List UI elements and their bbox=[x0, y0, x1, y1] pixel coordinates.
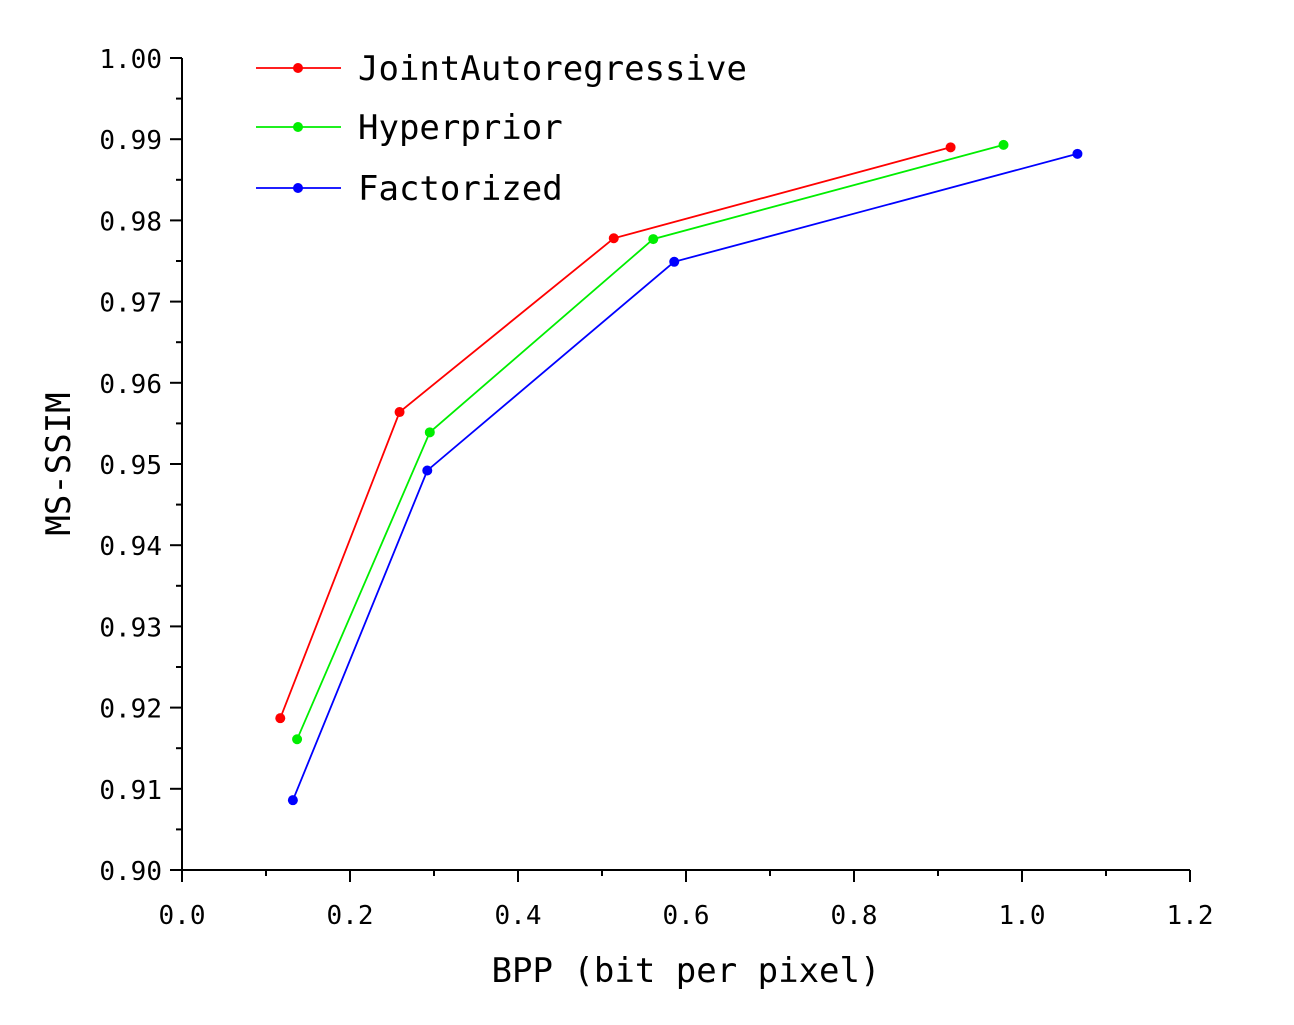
plot-area bbox=[275, 139, 1083, 806]
axes: 0.90 0.91 0.92 0.93 0.94 0.95 0.96 0.97 0.98 0.99… bbox=[99, 45, 1213, 931]
legend-label: Hyperprior bbox=[358, 108, 563, 148]
y-tick-label: 1.00 bbox=[99, 45, 162, 75]
data-point bbox=[292, 734, 303, 745]
legend-marker bbox=[293, 63, 303, 73]
data-point bbox=[608, 233, 619, 244]
y-tick-label: 0.92 bbox=[99, 695, 162, 725]
y-tick-label: 0.97 bbox=[99, 289, 162, 319]
series-2 bbox=[287, 148, 1083, 806]
x-tick-label: 1.0 bbox=[999, 901, 1046, 931]
y-tick-label: 0.96 bbox=[99, 370, 162, 400]
series-line bbox=[279, 146, 951, 719]
series-line bbox=[296, 144, 1004, 740]
x-tick-label: 0.8 bbox=[831, 901, 878, 931]
data-point bbox=[424, 427, 435, 438]
legend-item: Hyperprior bbox=[256, 108, 563, 148]
data-point bbox=[275, 713, 286, 724]
legend-marker bbox=[293, 183, 303, 193]
x-tick-label: 1.2 bbox=[1167, 901, 1214, 931]
data-point bbox=[1072, 148, 1083, 159]
legend-marker bbox=[293, 122, 303, 132]
data-point bbox=[422, 465, 433, 476]
x-axis-title: BPP (bit per pixel) bbox=[492, 951, 881, 991]
data-point bbox=[945, 142, 956, 153]
data-point bbox=[998, 139, 1009, 150]
series-1 bbox=[292, 139, 1009, 745]
series-line bbox=[292, 152, 1078, 801]
legend-item: JointAutoregressive bbox=[256, 49, 747, 89]
legend-label: Factorized bbox=[358, 169, 563, 209]
y-axis-title: MS-SSIM bbox=[39, 392, 79, 535]
x-tick-label: 0.0 bbox=[159, 901, 206, 931]
data-point bbox=[287, 795, 298, 806]
series-0 bbox=[275, 142, 956, 724]
y-tick-label: 0.98 bbox=[99, 207, 162, 237]
data-point bbox=[394, 407, 405, 418]
x-tick-label: 0.4 bbox=[495, 901, 542, 931]
y-tick-label: 0.95 bbox=[99, 451, 162, 481]
y-tick-label: 0.91 bbox=[99, 776, 162, 806]
legend: JointAutoregressive Hyperprior Factorized bbox=[256, 49, 747, 209]
y-tick-label: 0.93 bbox=[99, 613, 162, 643]
data-point bbox=[669, 256, 680, 267]
x-tick-label: 0.6 bbox=[663, 901, 710, 931]
y-tick-label: 0.94 bbox=[99, 532, 162, 562]
y-tick-label: 0.99 bbox=[99, 126, 162, 156]
y-tick-label: 0.90 bbox=[99, 857, 162, 887]
legend-label: JointAutoregressive bbox=[358, 49, 747, 89]
x-tick-label: 0.2 bbox=[327, 901, 374, 931]
data-point bbox=[648, 234, 659, 245]
legend-item: Factorized bbox=[256, 169, 563, 209]
